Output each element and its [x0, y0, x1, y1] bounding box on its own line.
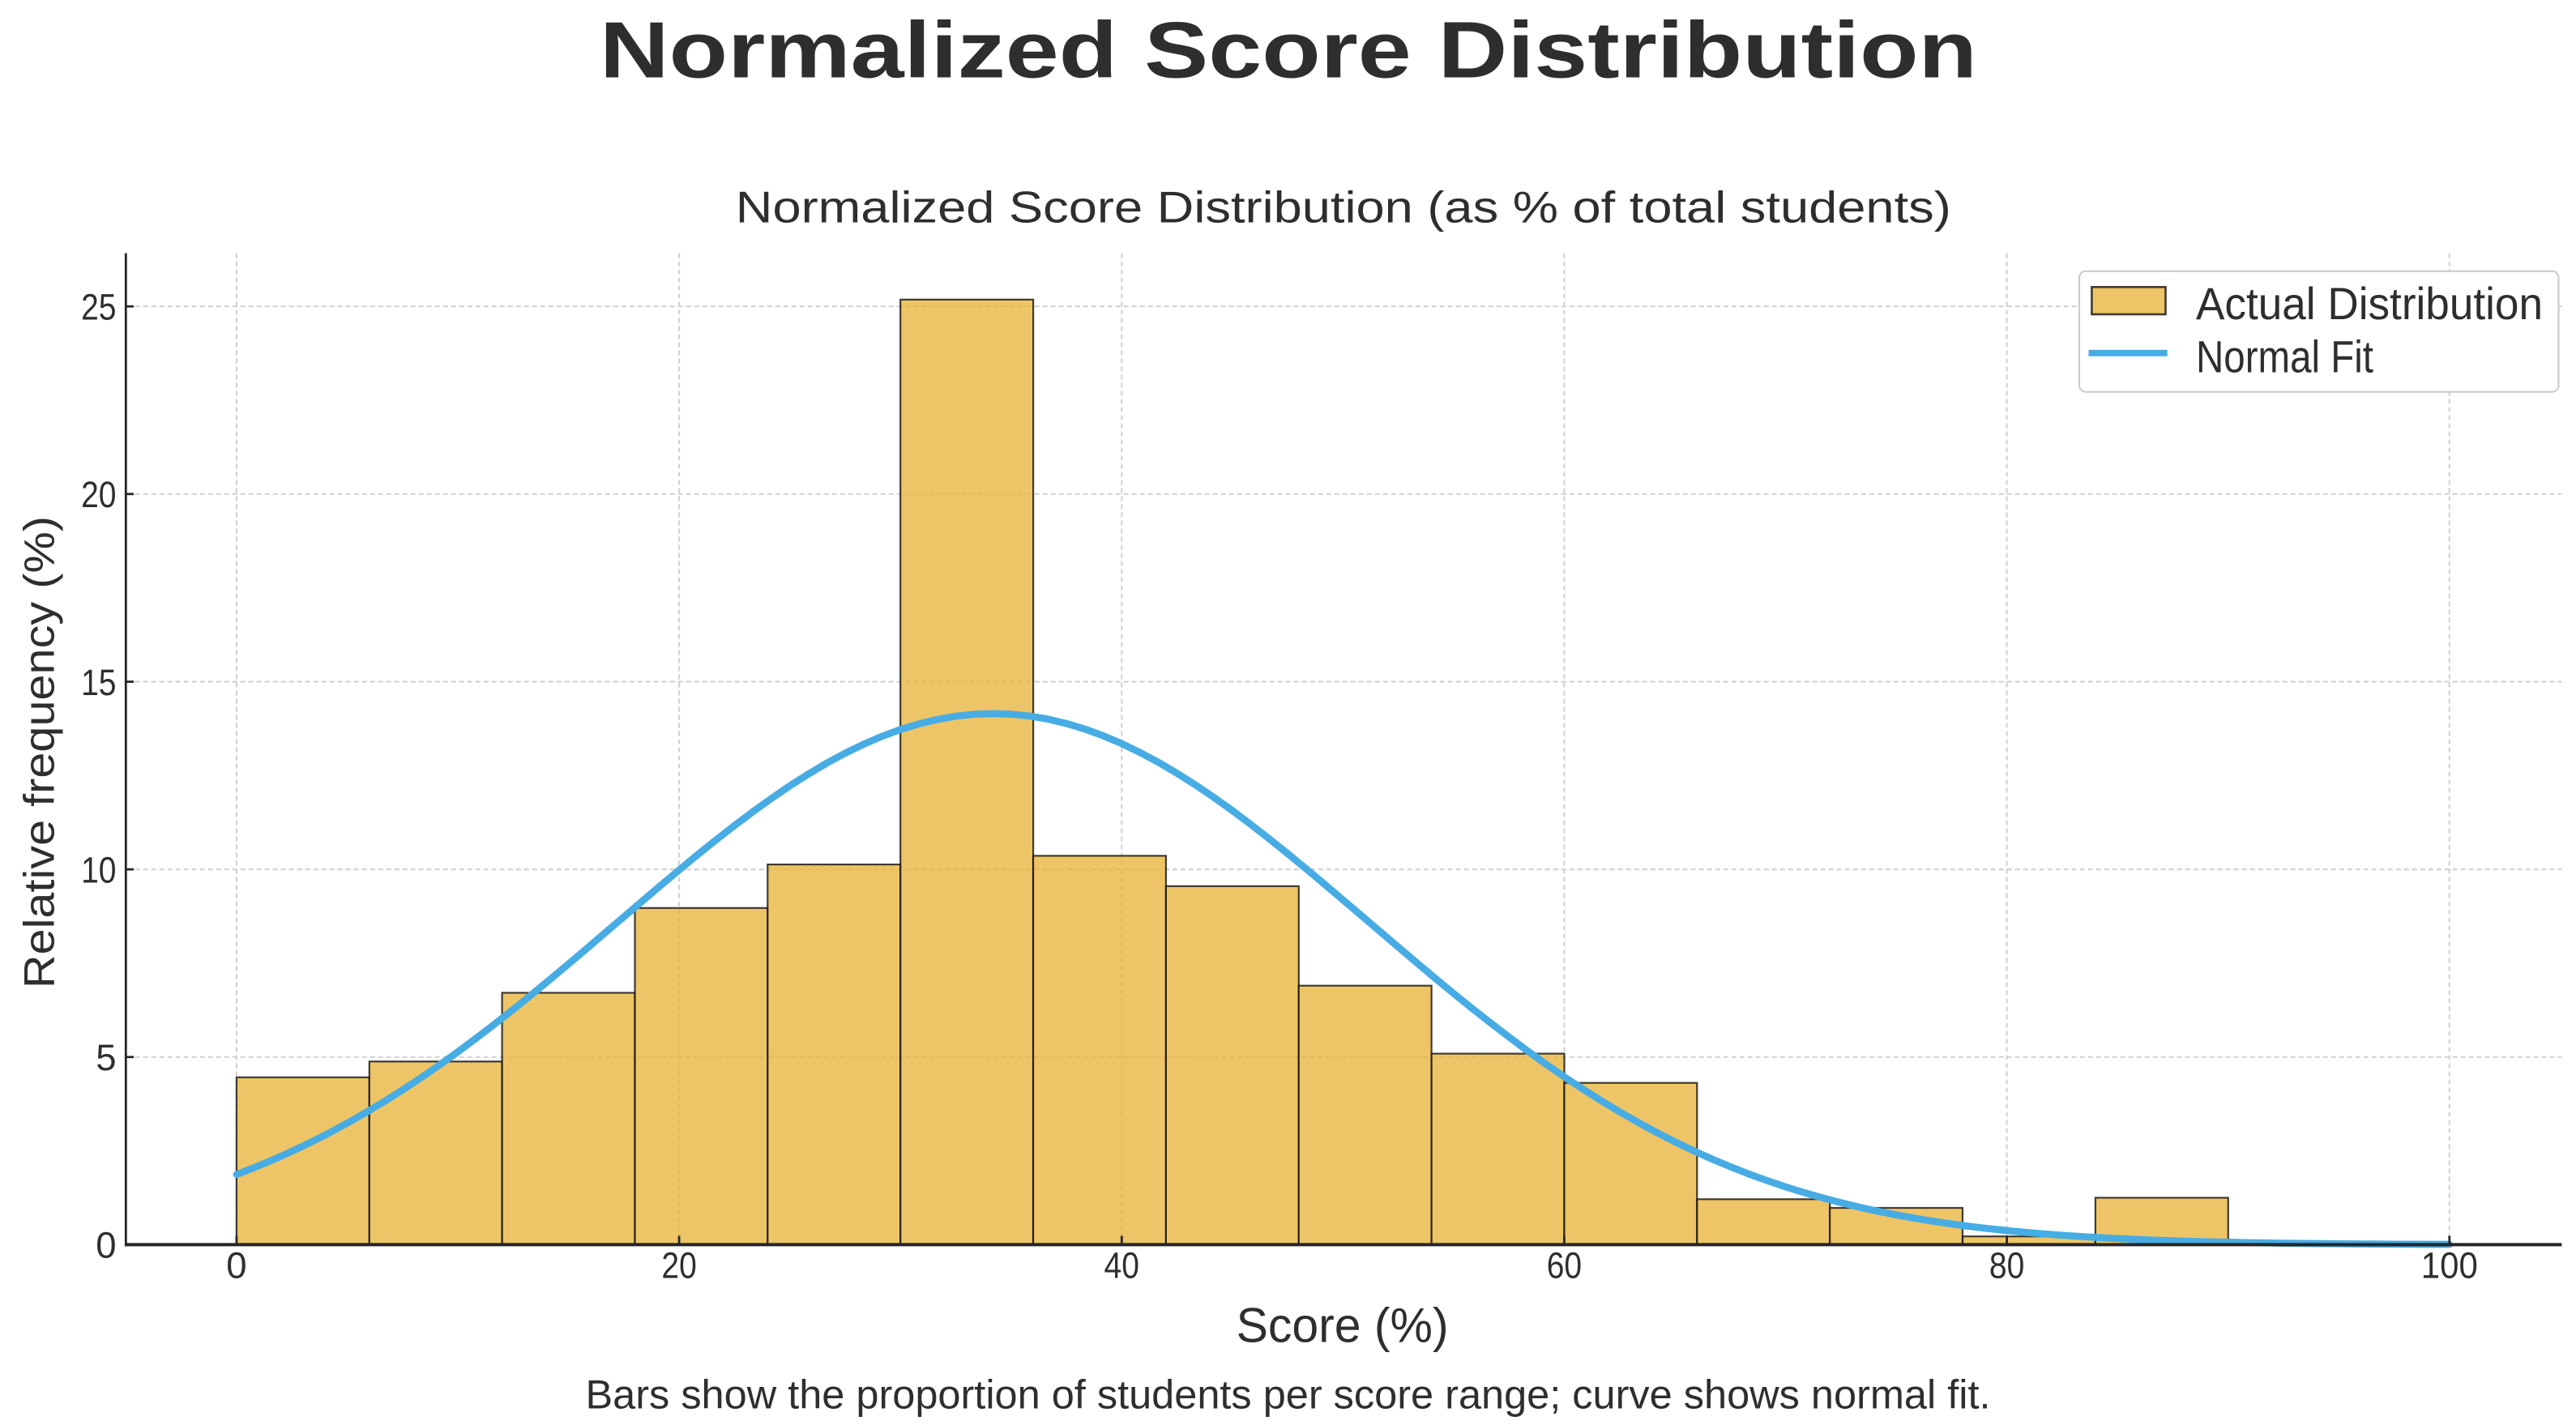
svg-text:0: 0: [226, 1244, 246, 1286]
svg-text:5: 5: [96, 1037, 116, 1078]
svg-text:15: 15: [81, 662, 116, 703]
svg-text:20: 20: [81, 474, 116, 515]
svg-text:Bars show the proportion of st: Bars show the proportion of students per…: [586, 1372, 1991, 1417]
svg-text:25: 25: [81, 286, 116, 327]
svg-text:Relative frequency (%): Relative frequency (%): [15, 516, 63, 988]
svg-text:Normalized Score Distribution: Normalized Score Distribution: [600, 5, 1977, 94]
svg-text:40: 40: [1104, 1244, 1139, 1286]
svg-text:Actual Distribution: Actual Distribution: [2196, 278, 2543, 329]
svg-text:10: 10: [81, 849, 116, 890]
svg-text:Score (%): Score (%): [1237, 1298, 1449, 1352]
svg-text:20: 20: [661, 1244, 696, 1286]
svg-text:Normal Fit: Normal Fit: [2196, 331, 2373, 382]
svg-text:80: 80: [1989, 1244, 2024, 1286]
svg-text:0: 0: [96, 1225, 116, 1266]
svg-text:Normalized Score Distribution: Normalized Score Distribution (as % of t…: [736, 182, 1951, 233]
svg-text:60: 60: [1547, 1244, 1582, 1286]
svg-text:100: 100: [2421, 1244, 2478, 1286]
